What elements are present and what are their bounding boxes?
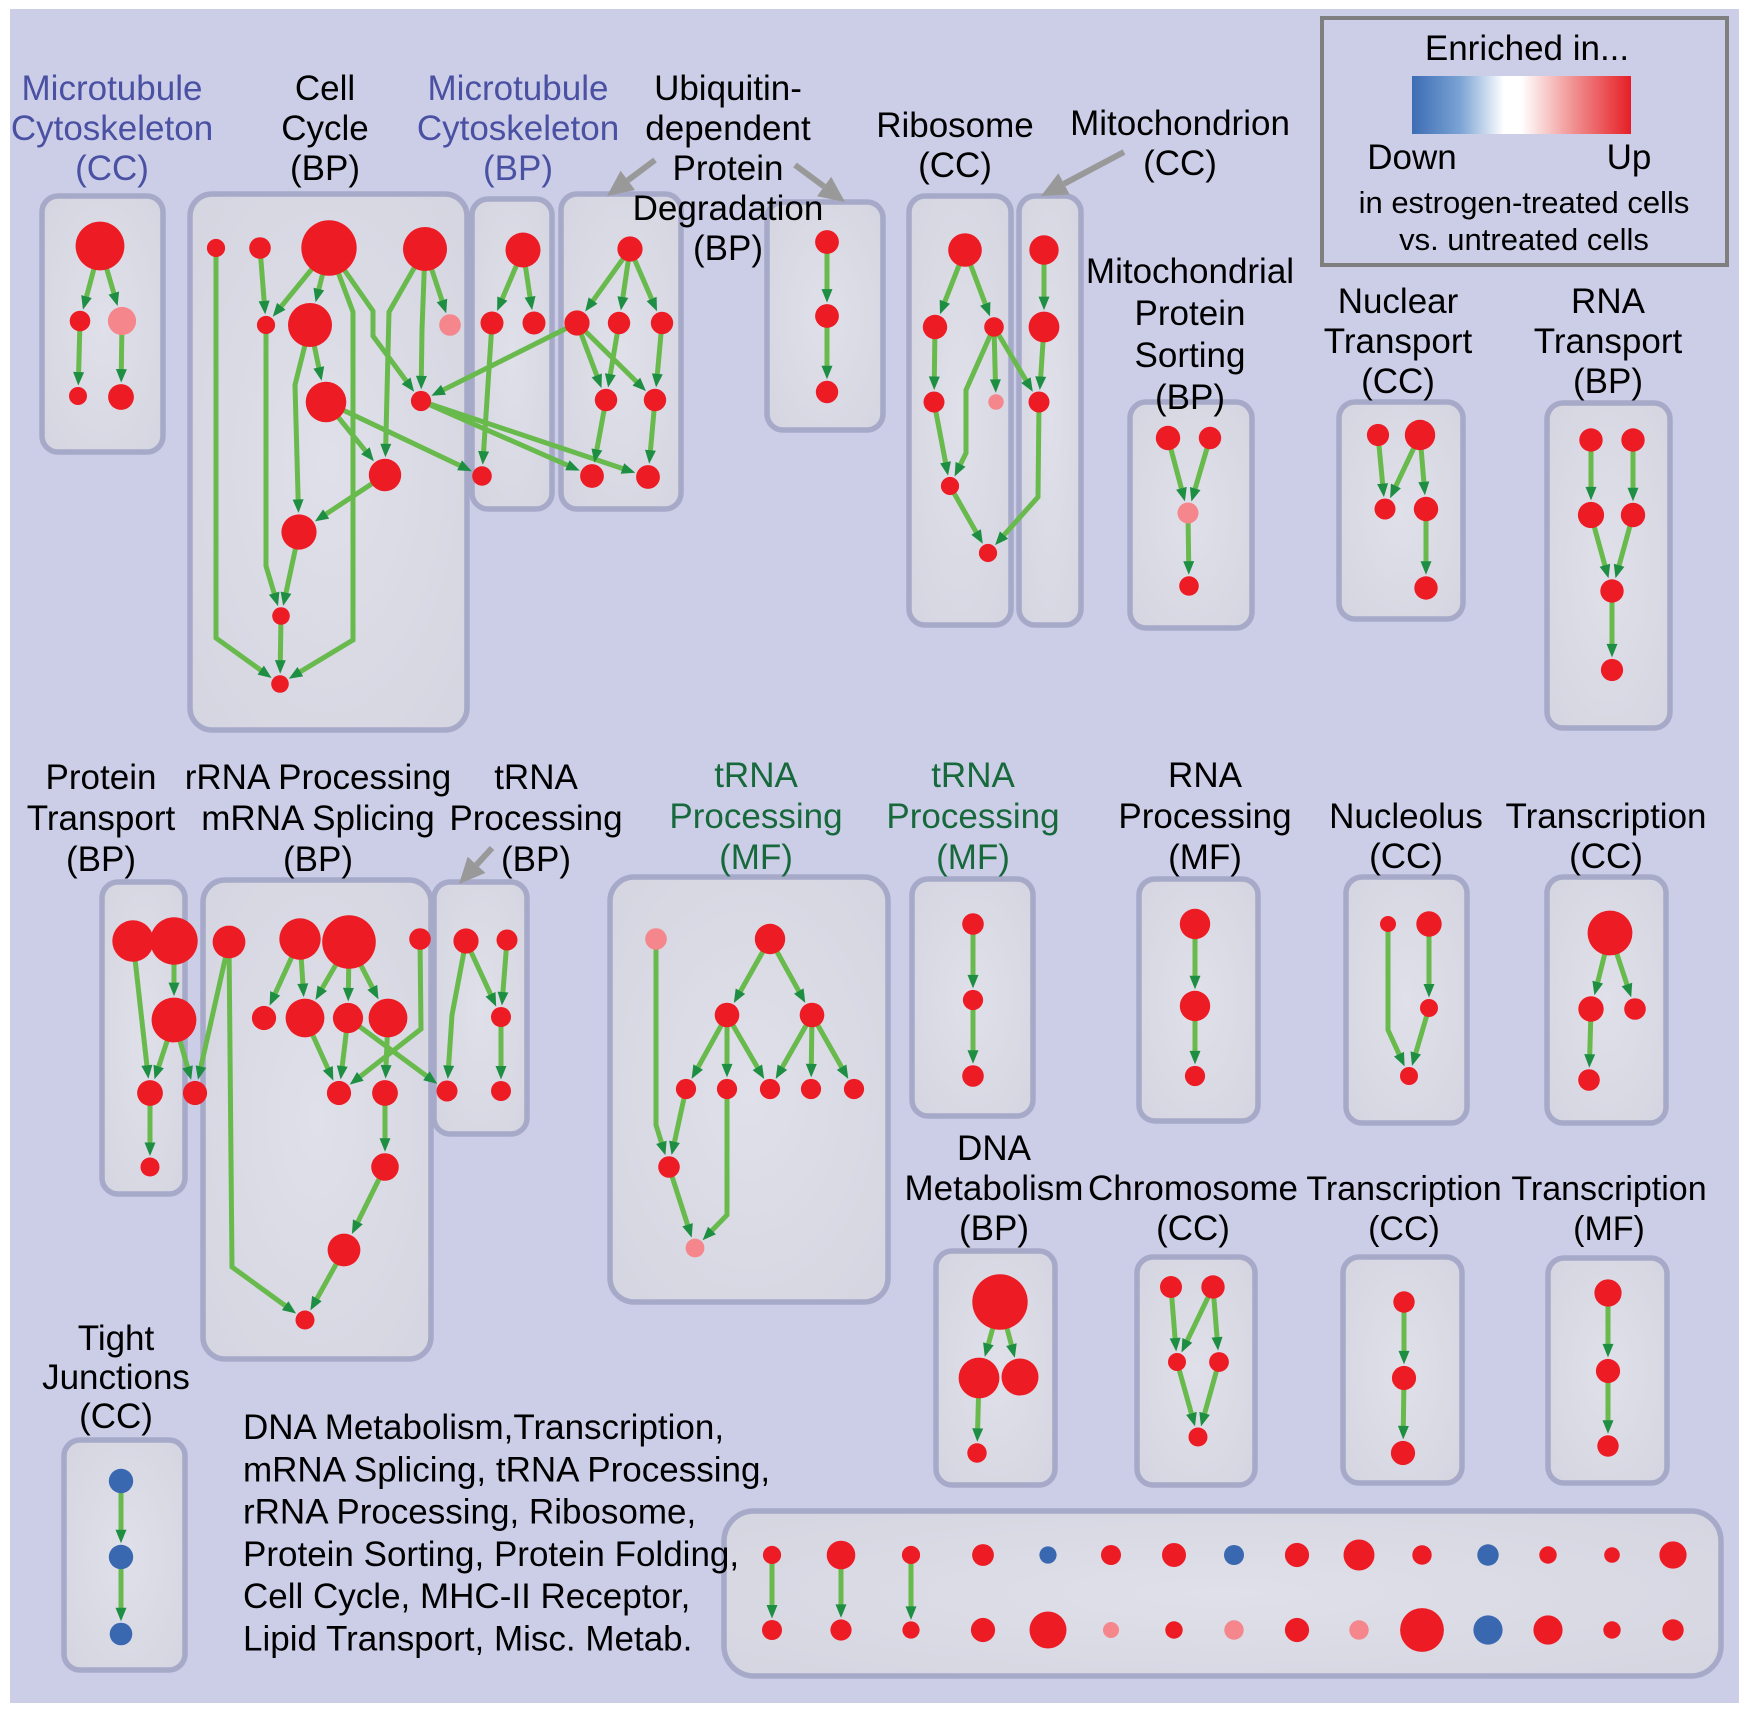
svg-text:tRNA: tRNA — [494, 758, 578, 797]
svg-text:vs. untreated cells: vs. untreated cells — [1399, 222, 1649, 257]
svg-text:Cytoskeleton: Cytoskeleton — [11, 109, 213, 148]
svg-text:tRNA: tRNA — [931, 756, 1015, 795]
svg-text:Junctions: Junctions — [42, 1358, 190, 1397]
svg-text:DNA Metabolism,Transcription,: DNA Metabolism,Transcription, — [243, 1408, 724, 1447]
svg-text:Tight: Tight — [78, 1319, 155, 1358]
svg-text:Nucleolus: Nucleolus — [1329, 797, 1483, 836]
svg-text:(MF): (MF) — [719, 838, 793, 877]
svg-text:dependent: dependent — [645, 109, 811, 148]
svg-text:Protein: Protein — [673, 149, 784, 188]
svg-text:Cell Cycle, MHC-II Receptor,: Cell Cycle, MHC-II Receptor, — [243, 1577, 690, 1616]
svg-text:Cell: Cell — [295, 69, 355, 108]
svg-text:Protein Sorting, Protein Foldi: Protein Sorting, Protein Folding, — [243, 1535, 739, 1574]
svg-text:Transport: Transport — [1324, 322, 1473, 361]
svg-text:Ubiquitin-: Ubiquitin- — [654, 69, 802, 108]
svg-text:(MF): (MF) — [1573, 1210, 1645, 1248]
svg-text:tRNA: tRNA — [714, 756, 798, 795]
svg-text:Cycle: Cycle — [281, 109, 369, 148]
svg-text:Processing: Processing — [449, 799, 622, 838]
svg-text:Down: Down — [1367, 138, 1456, 177]
svg-text:mRNA Splicing: mRNA Splicing — [201, 799, 434, 838]
svg-text:Transcription: Transcription — [1306, 1170, 1501, 1208]
svg-text:(BP): (BP) — [959, 1209, 1029, 1248]
svg-text:RNA: RNA — [1571, 282, 1646, 321]
svg-text:Metabolism: Metabolism — [905, 1169, 1084, 1208]
svg-text:Transcription: Transcription — [1506, 797, 1707, 836]
svg-text:Protein: Protein — [46, 758, 157, 797]
svg-text:Ribosome: Ribosome — [876, 106, 1034, 145]
svg-text:(BP): (BP) — [283, 840, 353, 879]
svg-text:(BP): (BP) — [66, 840, 136, 879]
svg-text:mRNA Splicing, tRNA Processing: mRNA Splicing, tRNA Processing, — [243, 1450, 770, 1489]
svg-text:Sorting: Sorting — [1135, 336, 1246, 375]
svg-text:Up: Up — [1607, 138, 1652, 177]
svg-text:(MF): (MF) — [936, 838, 1010, 877]
svg-text:Degradation: Degradation — [633, 189, 824, 228]
svg-text:Protein: Protein — [1135, 294, 1246, 333]
svg-text:Chromosome: Chromosome — [1088, 1169, 1298, 1208]
svg-text:DNA: DNA — [957, 1129, 1032, 1168]
svg-text:(CC): (CC) — [1156, 1209, 1230, 1248]
svg-text:(MF): (MF) — [1168, 838, 1242, 877]
svg-text:(CC): (CC) — [918, 146, 992, 185]
svg-text:(CC): (CC) — [1369, 837, 1443, 876]
svg-text:(BP): (BP) — [1155, 378, 1225, 417]
svg-text:Lipid Transport, Misc. Metab.: Lipid Transport, Misc. Metab. — [243, 1620, 692, 1659]
svg-text:Processing: Processing — [886, 797, 1059, 836]
svg-text:(BP): (BP) — [1573, 362, 1643, 401]
svg-text:(CC): (CC) — [75, 149, 149, 188]
svg-text:Processing: Processing — [669, 797, 842, 836]
svg-text:(CC): (CC) — [1569, 837, 1643, 876]
svg-text:RNA: RNA — [1168, 756, 1243, 795]
svg-text:(BP): (BP) — [693, 229, 763, 268]
svg-text:Cytoskeleton: Cytoskeleton — [417, 109, 619, 148]
svg-text:Microtubule: Microtubule — [428, 69, 609, 108]
svg-text:Microtubule: Microtubule — [22, 69, 203, 108]
svg-text:in estrogen-treated cells: in estrogen-treated cells — [1359, 185, 1690, 220]
svg-text:Transcription: Transcription — [1511, 1170, 1706, 1208]
svg-text:(BP): (BP) — [501, 840, 571, 879]
svg-text:Mitochondrion: Mitochondrion — [1070, 104, 1290, 143]
svg-text:(BP): (BP) — [290, 149, 360, 188]
svg-text:Enriched in...: Enriched in... — [1425, 29, 1629, 68]
svg-text:Transport: Transport — [1534, 322, 1683, 361]
svg-text:Nuclear: Nuclear — [1338, 282, 1459, 321]
svg-text:Processing: Processing — [1118, 797, 1291, 836]
svg-text:Transport: Transport — [27, 799, 176, 838]
svg-text:(CC): (CC) — [1368, 1210, 1440, 1248]
svg-text:(CC): (CC) — [1361, 362, 1435, 401]
svg-text:rRNA Processing: rRNA Processing — [185, 758, 451, 797]
svg-text:rRNA Processing, Ribosome,: rRNA Processing, Ribosome, — [243, 1493, 696, 1532]
svg-text:(CC): (CC) — [1143, 144, 1217, 183]
svg-text:(BP): (BP) — [483, 149, 553, 188]
svg-text:(CC): (CC) — [79, 1397, 153, 1436]
svg-text:Mitochondrial: Mitochondrial — [1086, 252, 1294, 291]
